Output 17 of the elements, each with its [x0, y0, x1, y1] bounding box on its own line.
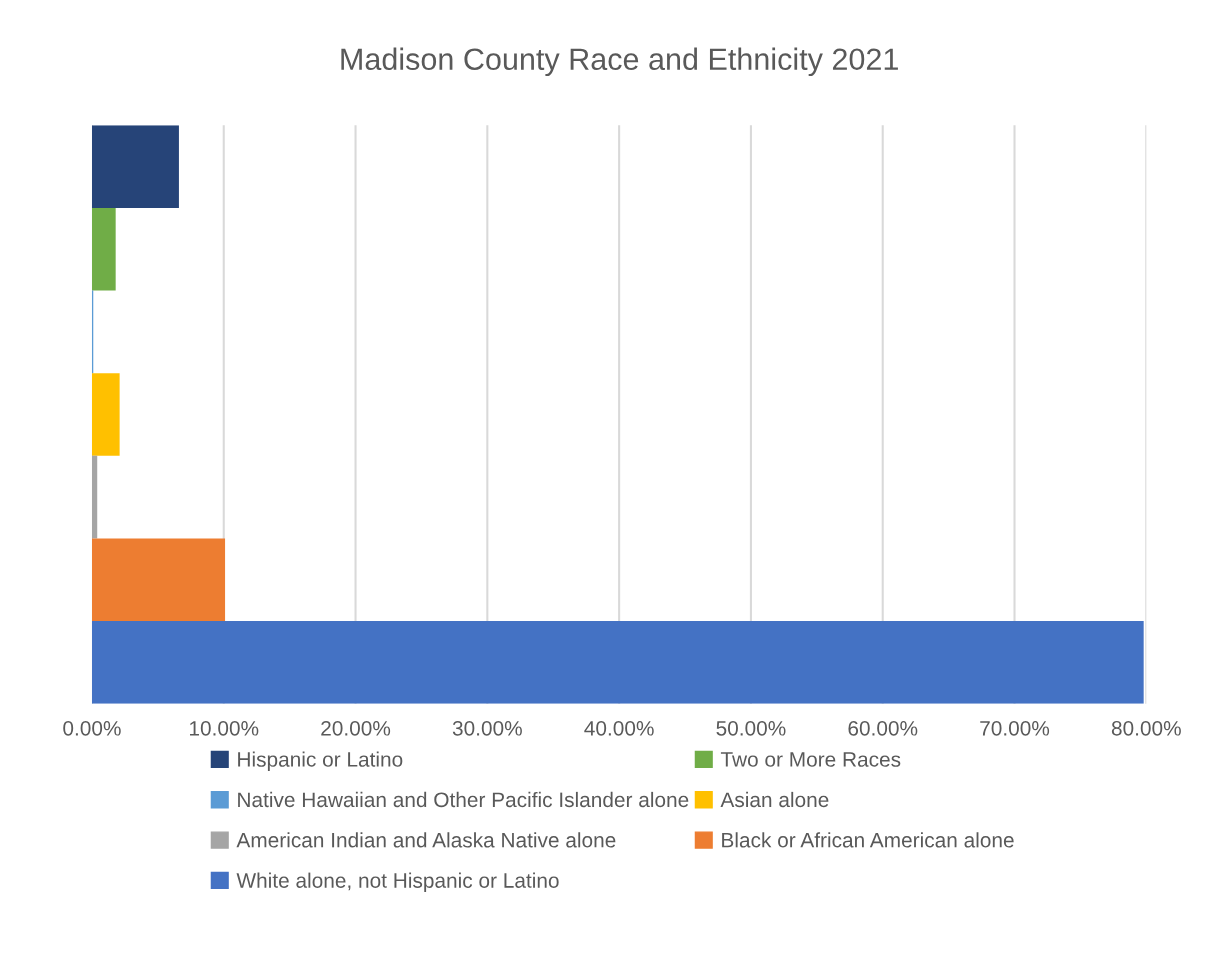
x-tick-label: 80.00%	[1111, 720, 1181, 736]
legend-label: American Indian and Alaska Native alone	[236, 832, 616, 848]
legend-label: Asian alone	[720, 791, 829, 808]
x-tick-label: 20.00%	[321, 720, 391, 736]
legend-label: Two or More Races	[720, 752, 901, 767]
x-tick-label: 30.00%	[452, 720, 522, 736]
legend-label: Native Hawaiian and Other Pacific Islander alone	[238, 791, 689, 808]
x-tick-label: 0.00%	[63, 720, 121, 736]
legend-label: Hispanic or Latino	[238, 751, 403, 771]
chart-title: Madison County Race and Ethnicity 2021	[341, 47, 898, 77]
x-tick-label: 10.00%	[190, 720, 259, 736]
x-tick-label: 60.00%	[848, 720, 918, 736]
legend-label: White alone, not Hispanic or Latino	[236, 872, 559, 893]
legend-label: Black or African American alone	[722, 832, 1014, 848]
x-tick-label: 40.00%	[584, 720, 654, 736]
x-tick-label: 50.00%	[716, 720, 786, 736]
x-tick-label: 70.00%	[980, 720, 1050, 736]
